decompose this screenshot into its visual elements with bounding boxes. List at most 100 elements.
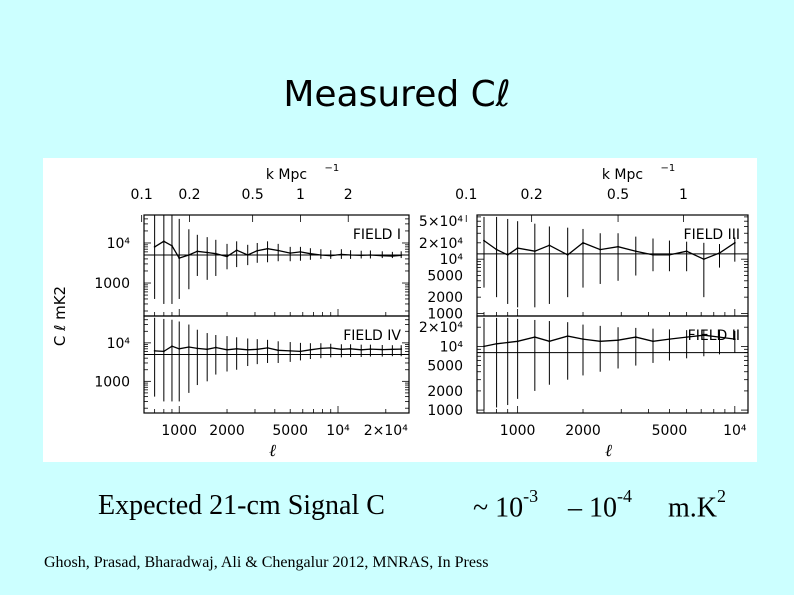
panel-2-k-tick-label: 0.5 — [607, 187, 629, 203]
panel-3-data-point — [206, 348, 209, 351]
panel-4-frame — [476, 315, 749, 414]
panel-4-data-point — [548, 340, 551, 343]
panel-4-field-label: FIELD II — [688, 328, 740, 344]
panel-2-top-axis-exp: −1 — [661, 163, 676, 174]
panel-3-data-point — [319, 347, 322, 350]
panel-2-data-point — [483, 239, 485, 242]
panel-3-data-point — [400, 348, 403, 350]
panel-2-y-tick-label: 5000 — [427, 269, 463, 285]
panel-1-top-axis-label: k Mpc — [266, 167, 307, 183]
panel-1-data-point — [309, 252, 312, 255]
panel-4-data-point — [495, 342, 498, 345]
panel-4-x-axis-label: ℓ — [605, 441, 612, 461]
signal-exp-1: -3 — [523, 486, 539, 506]
panel-2-data-point — [599, 248, 602, 251]
panel-3-data-point — [226, 348, 228, 351]
panel-1-data-point — [289, 252, 292, 254]
panel-2-y-tick-label: 2000 — [427, 290, 463, 306]
panel-4-data-point — [533, 336, 536, 338]
panel-1-data-point — [299, 250, 302, 253]
panel-2-field-label: FIELD III — [684, 227, 740, 243]
panel-4-data-point — [566, 335, 569, 338]
panel-1-y-tick-label: 10⁴ — [107, 236, 131, 252]
panel-3-data-point — [391, 348, 394, 351]
panel-4-y-tick-label: 2×10⁴ — [419, 320, 463, 336]
panel-4-y-tick-label: 5000 — [427, 359, 463, 375]
panel-4-data-point — [483, 345, 485, 348]
panel-1-series-line — [154, 240, 402, 259]
panel-1-k-tick-label: 0.5 — [242, 187, 264, 203]
panel-3-series-line — [154, 345, 402, 353]
panel-3-data-point — [214, 346, 217, 349]
panel-3-data-point — [153, 349, 156, 352]
panel-2-data-point — [634, 250, 637, 253]
panel-2-top-axis-label: k Mpc — [602, 167, 643, 183]
panel-2-data-point — [652, 253, 654, 256]
panel-3-x-tick-label: 2×10⁴ — [364, 423, 408, 439]
panel-4-data-point — [718, 336, 721, 338]
panel-2-y-tick-label: 5×10⁴ — [419, 214, 463, 230]
signal-unit: m.K2 — [668, 486, 726, 524]
panel-4-x-tick-label: 1000 — [500, 423, 536, 439]
panel-3-data-point — [299, 350, 302, 353]
panel-1-data-point — [246, 254, 249, 256]
panel-1-k-tick-label: 1 — [296, 187, 305, 203]
panel-4-data-point — [652, 340, 654, 343]
panel-4-data-point — [599, 340, 602, 343]
panel-3-data-point — [277, 349, 280, 352]
panel-2-data-point — [685, 250, 688, 253]
panel-1-data-point — [360, 254, 363, 257]
panel-1-data-point — [277, 249, 280, 252]
panel-3-data-point — [256, 348, 259, 351]
panel-2-data-point — [733, 241, 736, 244]
panel-1-k-tick-label: 2 — [344, 187, 353, 203]
panel-3-data-point — [340, 348, 343, 351]
panel-1-y-axis-label: C ℓ mK2 — [51, 286, 69, 346]
panel-1-data-point — [235, 249, 238, 252]
signal-approx: ~ 10-3 — [473, 486, 539, 524]
panel-4-x-tick-label: 2000 — [565, 423, 601, 439]
slide-title: Measured Cℓ — [283, 74, 511, 115]
panel-2-y-tick-label: 10⁴ — [440, 252, 464, 268]
panel-1-data-point — [206, 251, 209, 254]
panel-1-data-point — [319, 254, 322, 256]
panel-3-data-point — [235, 347, 238, 350]
citation: Ghosh, Prasad, Bharadwaj, Ali & Chengalu… — [44, 554, 489, 571]
panel-1-data-point — [226, 255, 228, 258]
signal-upper: – 10-4 — [568, 486, 632, 524]
panel-2-data-point — [617, 245, 619, 248]
panel-2-data-point — [566, 253, 569, 256]
panel-3-x-tick-label: 1000 — [161, 423, 197, 439]
panel-3-field-label: FIELD IV — [343, 328, 401, 344]
cl-figure: 10⁴ 1000 0.1 0.2 0.5 1 2 k Mpc −1 FIELD I C ℓ mK2 5… — [43, 158, 757, 462]
panel-4-x-tick-label: 10⁴ — [723, 423, 747, 439]
panel-2-data-point — [582, 241, 584, 244]
panel-1-data-point — [178, 257, 181, 259]
panel-1-y-tick-label: 1000 — [94, 276, 130, 292]
panel-4-data-point — [733, 338, 736, 341]
cl-chart-svg: 10⁴ 1000 0.1 0.2 0.5 1 2 k Mpc −1 FIELD I C ℓ mK2 5… — [51, 163, 749, 461]
panel-3-y-tick-label: 10⁴ — [107, 336, 131, 352]
panel-2-data-point — [668, 253, 671, 256]
panel-4-y-tick-label: 2000 — [427, 384, 463, 400]
panel-3-data-point — [381, 348, 384, 351]
panel-3-x-tick-label: 2000 — [209, 423, 245, 439]
panel-1-data-point — [256, 249, 259, 252]
panel-3-data-point — [162, 350, 165, 353]
panel-2-data-point — [533, 250, 536, 253]
panel-1-data-point — [381, 254, 384, 257]
panel-1-k-tick-label: 0.1 — [131, 187, 153, 203]
panel-3-data-point — [171, 345, 173, 348]
signal-exp-2: -4 — [617, 486, 632, 506]
panel-3-data-point — [187, 346, 190, 348]
panel-1-data-point — [391, 255, 394, 258]
panel-1-data-point — [153, 245, 156, 248]
panel-2-k-tick-label: 0.1 — [455, 187, 477, 203]
panel-2-y-tick-label: 2×10⁴ — [419, 236, 463, 252]
panel-4-data-point — [668, 338, 671, 341]
panel-3-data-point — [246, 348, 249, 351]
panel-1-data-point — [196, 250, 199, 253]
panel-4-y-tick-label: 1000 — [427, 403, 463, 419]
panel-4-data-point — [506, 341, 509, 344]
panel-3-data-point — [196, 347, 199, 350]
